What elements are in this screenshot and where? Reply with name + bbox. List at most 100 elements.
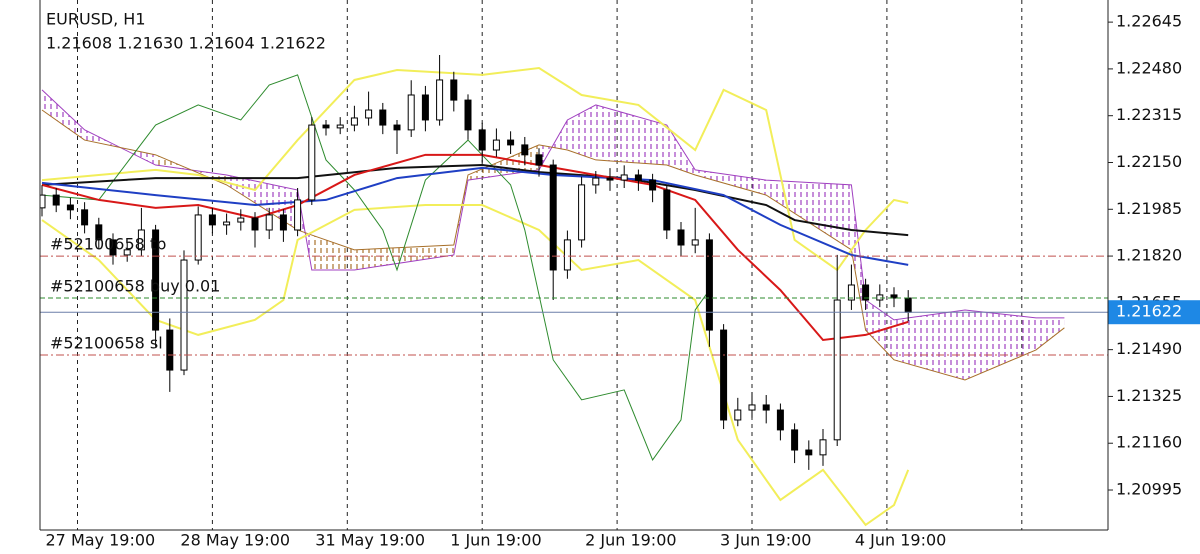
last-price-label: 1.21622	[1116, 302, 1182, 321]
candle-body	[407, 94, 415, 131]
indicator-line	[41, 166, 909, 266]
quote: 1.21608 1.21630 1.21604 1.21622	[46, 34, 326, 53]
candle-body	[279, 214, 287, 231]
candle-body	[208, 214, 216, 226]
x-tick-label: 28 May 19:00	[180, 531, 290, 550]
candle-body	[308, 124, 316, 201]
candle-body	[478, 129, 486, 151]
candle-body	[379, 109, 387, 126]
candle-body	[152, 229, 160, 331]
y-tick-label: 1.22480	[1116, 58, 1182, 77]
candle-body	[223, 221, 231, 226]
plot-area	[40, 0, 1108, 530]
cloud-fill	[766, 180, 852, 250]
x-tick-label: 3 Jun 19:00	[720, 531, 811, 550]
cloud-fill	[354, 245, 454, 270]
candle-body	[620, 174, 628, 181]
candle-body	[819, 439, 827, 456]
candle-body	[123, 249, 131, 256]
candle-body	[350, 117, 358, 126]
candle-body	[748, 404, 756, 411]
candle-body	[166, 329, 174, 371]
candle-body	[563, 239, 571, 271]
candle-body	[421, 94, 429, 121]
candle-body	[194, 214, 202, 261]
candle-body	[294, 199, 302, 231]
cloud-fill	[226, 174, 298, 230]
candle-body	[237, 217, 245, 223]
candle-body	[904, 297, 912, 313]
cloud-fill	[695, 169, 767, 196]
y-tick-label: 1.22150	[1116, 152, 1182, 171]
order-label: #52100658 tp	[50, 235, 166, 254]
cloud-fill	[42, 89, 85, 141]
x-tick-label: 2 Jun 19:00	[585, 531, 676, 550]
candle-body	[507, 139, 515, 146]
cloud-span	[41, 89, 1065, 321]
indicator-line	[41, 164, 909, 237]
y-tick-label: 1.21325	[1116, 386, 1182, 405]
candle-body	[691, 239, 699, 246]
candle-body	[776, 409, 784, 431]
y-tick-label: 1.20995	[1116, 480, 1182, 499]
candle-body	[265, 214, 273, 231]
candle-body	[705, 239, 713, 331]
order-label: #52100658 buy 0.01	[50, 277, 220, 296]
candle-body	[521, 144, 529, 156]
cloud-fill	[894, 309, 965, 380]
candle-body	[137, 229, 145, 251]
overlay: 27 May 19:00 28 May 19:00 31 May 19:00 1 Ju…	[46, 12, 1200, 550]
order-label: #52100658 sl	[50, 334, 163, 353]
candle-body	[663, 189, 671, 231]
candle-body	[40, 194, 46, 209]
indicator-line	[41, 204, 910, 527]
cloud-fill	[666, 125, 696, 175]
candle-body	[66, 204, 74, 211]
candle-body	[876, 294, 884, 301]
cloud-fill	[1036, 317, 1065, 350]
candle-body	[762, 404, 770, 411]
candle-body	[81, 209, 89, 226]
candle-body	[251, 217, 259, 231]
candle-body	[549, 164, 557, 271]
candle-body	[450, 79, 458, 101]
candle-body	[393, 124, 401, 131]
x-tick-label: 27 May 19:00	[46, 531, 156, 550]
y-tick-label: 1.21160	[1116, 433, 1182, 452]
candle-body	[833, 299, 841, 441]
candle-body	[365, 109, 373, 119]
x-tick-label: 1 Jun 19:00	[450, 531, 541, 550]
candle-body	[720, 329, 728, 421]
candle-body	[95, 224, 103, 241]
candle-body	[634, 174, 642, 181]
cloud-fill	[965, 309, 1036, 380]
y-tick-label: 1.21820	[1116, 246, 1182, 265]
candle-body	[890, 294, 898, 299]
candle-body	[578, 184, 586, 241]
candle-body	[436, 79, 444, 121]
x-tick-label: 4 Jun 19:00	[855, 531, 946, 550]
indicator-line	[41, 74, 710, 461]
candle-body	[336, 124, 344, 129]
candle-body	[606, 177, 614, 181]
candle-body	[52, 194, 60, 206]
cloud-fill	[567, 104, 596, 160]
candle-body	[677, 229, 685, 246]
candle-body	[109, 239, 117, 256]
symbol-title: EURUSD, H1	[46, 10, 146, 29]
x-tick-label: 31 May 19:00	[315, 531, 425, 550]
candle-body	[180, 259, 188, 371]
candle-body	[492, 139, 500, 151]
last-price-box	[1108, 300, 1200, 325]
candle-body	[592, 177, 600, 186]
candle-body	[734, 409, 742, 421]
cloud-span	[41, 109, 1065, 381]
candle-body	[862, 284, 870, 301]
candle-body	[322, 124, 330, 129]
cloud-fill	[311, 235, 355, 270]
y-tick-label: 1.21490	[1116, 339, 1182, 358]
candle-body	[535, 154, 543, 166]
